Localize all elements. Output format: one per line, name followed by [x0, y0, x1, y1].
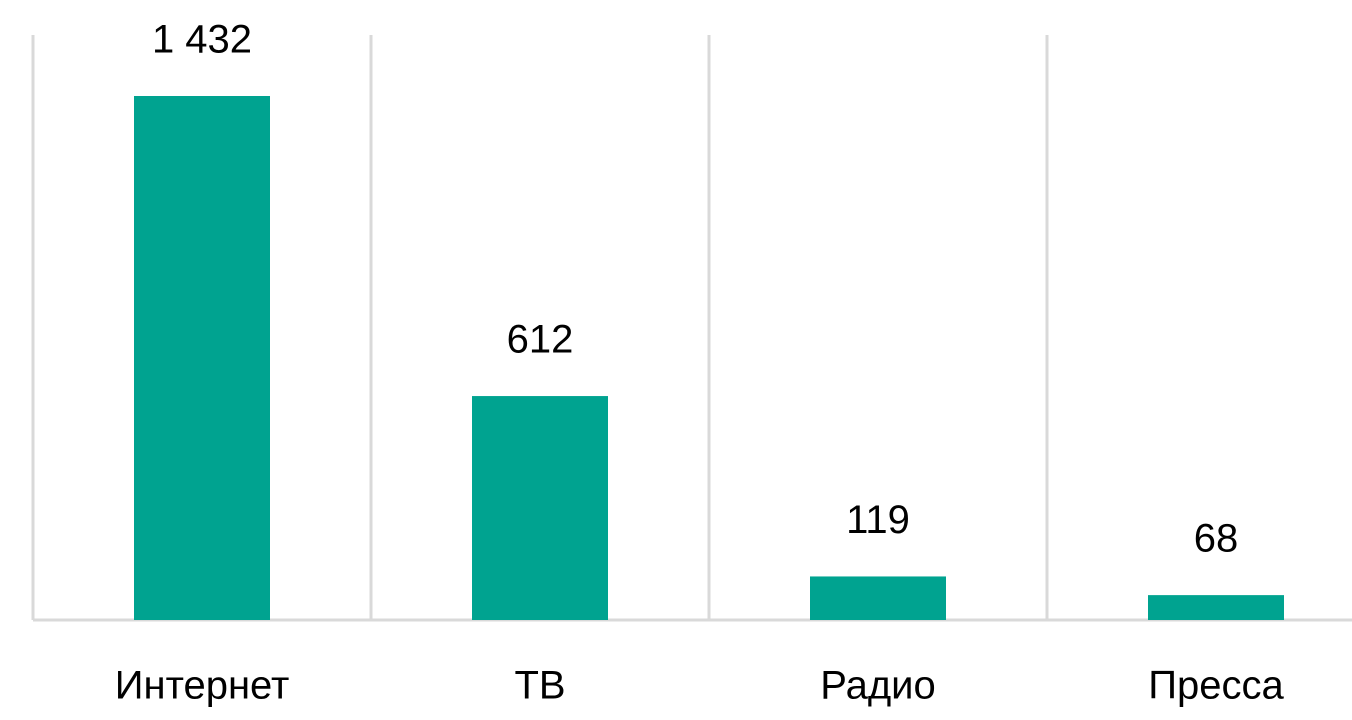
bar — [472, 396, 608, 620]
bar — [1148, 595, 1284, 620]
x-tick-label: Пресса — [1148, 664, 1284, 708]
value-label: 68 — [1194, 517, 1239, 561]
value-label: 612 — [507, 318, 574, 362]
x-tick-label: Интернет — [115, 664, 290, 708]
x-tick-label: Радио — [820, 664, 936, 708]
x-tick-label: ТВ — [514, 664, 565, 708]
value-label: 1 432 — [152, 18, 252, 62]
bar — [134, 96, 270, 620]
value-label: 119 — [846, 498, 910, 542]
bar — [810, 576, 946, 620]
